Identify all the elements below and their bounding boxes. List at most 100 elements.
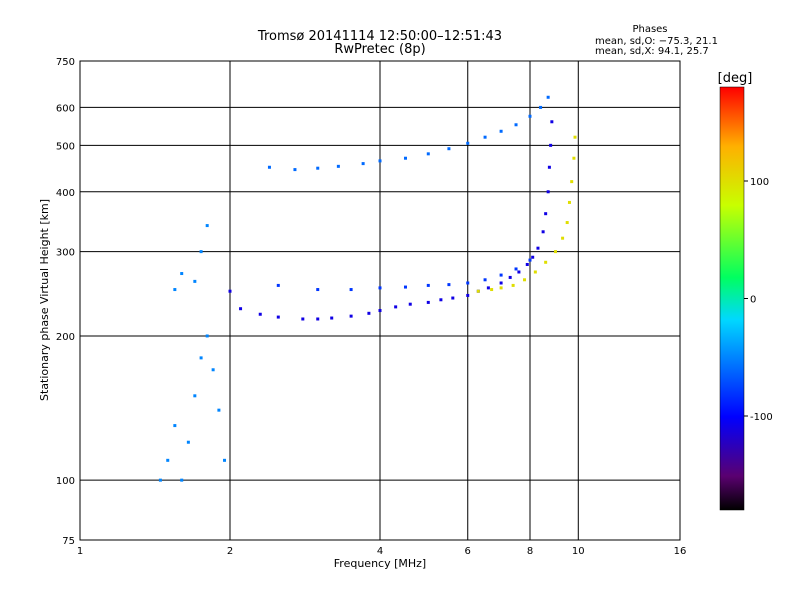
data-point	[547, 165, 551, 169]
data-point	[426, 283, 430, 287]
data-point	[570, 180, 574, 184]
legend-line-o: mean, sd,O: −75.3, 21.1	[595, 36, 718, 47]
data-point	[561, 236, 565, 240]
data-point	[528, 114, 532, 118]
data-point	[349, 288, 353, 292]
y-axis-label: Stationary phase Virtual Height [km]	[38, 199, 51, 401]
data-point	[394, 305, 398, 309]
data-point	[499, 281, 503, 285]
x-tick-label: 8	[527, 546, 533, 557]
data-point	[572, 156, 576, 160]
y-tick-label: 300	[56, 248, 75, 259]
data-point	[511, 283, 515, 287]
data-point	[536, 246, 540, 250]
data-point	[193, 279, 197, 283]
data-point	[211, 368, 215, 372]
data-point	[205, 224, 209, 228]
colorbar-ticks: 100 0 -100	[744, 177, 773, 423]
data-point	[514, 267, 518, 271]
data-point	[490, 288, 494, 292]
data-point	[499, 273, 503, 277]
data-point	[549, 143, 553, 147]
data-point	[349, 314, 353, 318]
data-point	[447, 147, 451, 151]
y-tick-label: 100	[56, 476, 75, 487]
data-point	[466, 281, 470, 285]
data-point	[426, 300, 430, 304]
data-point	[508, 275, 512, 279]
data-point	[316, 317, 320, 321]
y-axis-ticks: 75 100 200 300 400 500 600 750	[56, 57, 75, 547]
legend-line-x: mean, sd,X: 94.1, 25.7	[595, 46, 709, 57]
colorbar-tick-label: 100	[750, 177, 769, 188]
data-point	[466, 141, 470, 145]
data-point	[180, 478, 184, 482]
data-point	[199, 250, 203, 254]
data-point	[523, 278, 527, 282]
x-tick-label: 10	[572, 546, 585, 557]
data-point	[205, 334, 209, 338]
data-point	[361, 162, 365, 166]
x-tick-label: 6	[465, 546, 471, 557]
data-point	[528, 258, 532, 262]
grid-lines	[80, 61, 680, 540]
data-point	[293, 168, 297, 172]
colorbar-tick-label: 0	[750, 295, 756, 306]
data-point	[541, 230, 545, 234]
y-tick-label: 75	[62, 536, 75, 547]
data-point	[301, 317, 305, 321]
x-tick-label: 16	[674, 546, 687, 557]
data-point	[499, 129, 503, 133]
x-tick-label: 2	[227, 546, 233, 557]
data-point	[378, 159, 382, 163]
chart-subtitle: RwPretec (8p)	[334, 42, 425, 57]
data-point	[217, 408, 221, 412]
data-point	[166, 458, 170, 462]
data-point	[531, 255, 535, 259]
colorbar-label: [deg]	[718, 71, 753, 86]
data-point	[447, 283, 451, 287]
data-point	[173, 424, 177, 428]
data-point	[158, 478, 162, 482]
data-point	[466, 293, 470, 297]
x-axis-ticks: 1 2 4 6 8 10 16	[77, 546, 687, 557]
data-point	[567, 200, 571, 204]
data-point	[316, 288, 320, 292]
data-point	[276, 315, 280, 319]
data-point	[180, 272, 184, 276]
data-point	[553, 250, 557, 254]
data-point	[483, 135, 487, 139]
chart-title: Tromsø 20141114 12:50:00–12:51:43	[257, 29, 502, 44]
data-point	[378, 309, 382, 313]
y-tick-label: 200	[56, 332, 75, 343]
data-point	[403, 156, 407, 160]
data-point	[336, 164, 340, 168]
data-point	[199, 356, 203, 360]
y-tick-label: 600	[56, 103, 75, 114]
data-point	[533, 270, 537, 274]
data-point	[544, 260, 548, 264]
data-point	[173, 288, 177, 292]
data-point	[550, 120, 554, 124]
data-point	[193, 394, 197, 398]
data-point	[486, 286, 490, 290]
legend-title: Phases	[632, 24, 667, 35]
data-points	[158, 95, 577, 482]
x-tick-label: 1	[77, 546, 83, 557]
data-point	[514, 123, 518, 127]
y-tick-label: 750	[56, 57, 75, 68]
y-tick-label: 400	[56, 188, 75, 199]
data-point	[439, 298, 443, 302]
y-tick-label: 500	[56, 141, 75, 152]
data-point	[539, 105, 543, 109]
data-point	[426, 152, 430, 156]
data-point	[476, 289, 480, 293]
data-point	[546, 95, 550, 99]
data-point	[330, 316, 334, 320]
data-point	[186, 440, 190, 444]
data-point	[565, 221, 569, 225]
data-point	[276, 283, 280, 287]
data-point	[451, 296, 455, 300]
data-point	[525, 262, 529, 266]
